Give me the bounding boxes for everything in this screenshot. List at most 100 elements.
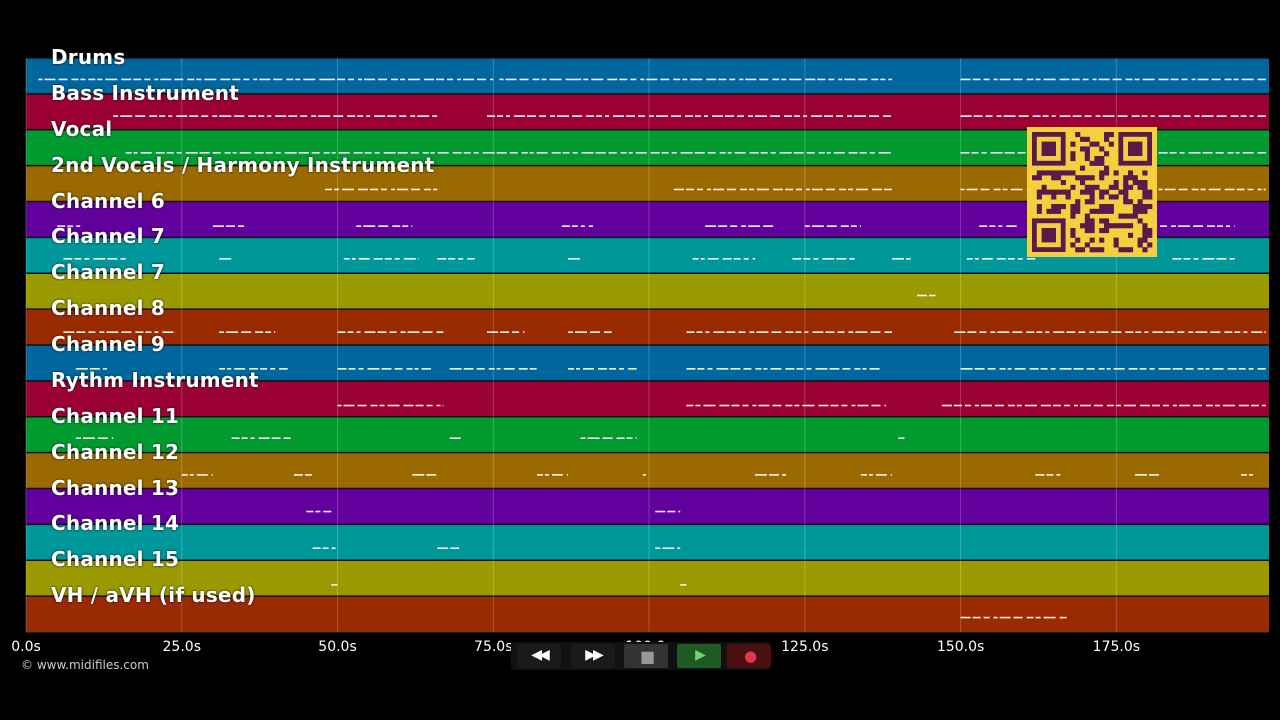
qr-module (1056, 170, 1062, 176)
note (367, 368, 380, 370)
note (1207, 225, 1216, 227)
note-run (754, 474, 787, 476)
qr-module (1137, 184, 1143, 190)
note (506, 115, 511, 117)
note (111, 437, 114, 439)
note (1078, 331, 1086, 333)
qr-module (1041, 228, 1056, 243)
note (1131, 115, 1140, 117)
note (759, 78, 769, 81)
note (1086, 368, 1095, 370)
note (1171, 225, 1177, 227)
note (288, 115, 298, 117)
note (712, 188, 724, 191)
note (840, 225, 849, 227)
play-button[interactable]: ▶ (677, 644, 721, 668)
qr-module (1128, 213, 1134, 219)
qr-module (1089, 223, 1095, 229)
note (477, 78, 487, 81)
qr-module (1051, 170, 1057, 176)
note (695, 115, 702, 117)
fast-forward-button[interactable]: ▶▶ (571, 644, 615, 668)
note (779, 151, 792, 154)
note (357, 115, 364, 117)
note (1134, 78, 1140, 81)
note (408, 78, 421, 81)
note (686, 404, 694, 407)
note (1004, 151, 1015, 154)
note (410, 115, 416, 117)
note (463, 78, 475, 81)
note (794, 115, 801, 117)
track-label: Channel 13 (51, 475, 180, 500)
note (1026, 258, 1036, 260)
note (133, 78, 142, 81)
note (394, 258, 400, 260)
note (384, 258, 392, 260)
note (1178, 404, 1190, 407)
note (837, 331, 845, 333)
note (135, 115, 146, 117)
note (527, 115, 537, 117)
note (576, 368, 581, 370)
note (417, 115, 430, 117)
note (1059, 616, 1067, 619)
note (588, 225, 593, 227)
stop-button[interactable]: ■ (624, 644, 668, 668)
note (730, 368, 741, 370)
record-button[interactable]: ● (727, 644, 771, 668)
note (254, 151, 264, 154)
note (1172, 258, 1182, 260)
qr-module (1080, 189, 1086, 195)
note (105, 78, 118, 81)
qr-module (1113, 237, 1119, 243)
note (1016, 404, 1022, 407)
note (763, 368, 768, 370)
note (763, 225, 774, 227)
tick-label: 75.0s (474, 639, 513, 655)
note-run (1240, 474, 1253, 476)
note (1192, 404, 1202, 407)
note (1115, 404, 1121, 407)
note (447, 78, 454, 81)
note (1191, 188, 1199, 191)
note-run (449, 437, 461, 439)
note (1257, 115, 1266, 117)
note (436, 331, 444, 333)
note (1050, 368, 1056, 370)
note (135, 331, 144, 333)
note (237, 225, 245, 227)
note (71, 78, 79, 81)
qr-module (1084, 156, 1090, 162)
note (189, 115, 199, 117)
note (358, 368, 364, 370)
note (343, 404, 355, 407)
note (802, 404, 815, 407)
note (76, 331, 86, 333)
qr-module (1142, 184, 1148, 190)
note (378, 78, 388, 81)
note (667, 510, 676, 513)
note-run (898, 437, 905, 439)
note (458, 258, 464, 260)
note (500, 331, 510, 333)
qr-module (1075, 204, 1081, 210)
note (620, 151, 627, 154)
note (1042, 115, 1049, 117)
note (770, 115, 781, 117)
note (858, 78, 868, 81)
note (795, 188, 802, 191)
note-run (219, 368, 288, 370)
note (884, 331, 893, 333)
qr-module (1137, 218, 1143, 224)
qr-module (1137, 204, 1143, 210)
rewind-button[interactable]: ◀◀ (517, 644, 561, 668)
note (738, 331, 746, 333)
qr-module (1099, 228, 1105, 234)
note (1092, 78, 1097, 81)
qr-module (1070, 242, 1076, 248)
qr-module (1142, 237, 1148, 243)
note (785, 331, 794, 333)
note (568, 331, 574, 333)
track-label: Vocal (51, 116, 113, 141)
